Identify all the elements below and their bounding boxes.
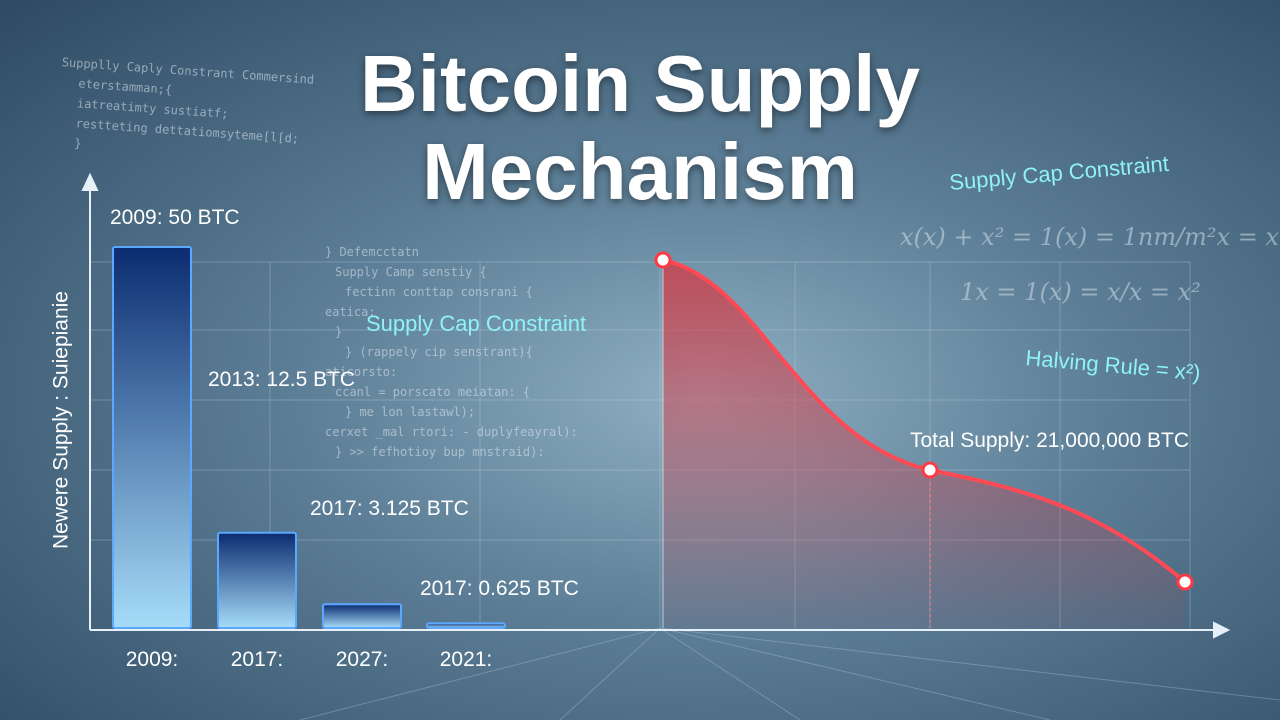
annotation: Total Supply: 21,000,000 BTC (910, 429, 1189, 452)
bar (112, 246, 192, 629)
formula: x(x) + x² = 1(x) = 1nm/m²x = x(x) (900, 223, 1280, 251)
bar (217, 531, 297, 629)
code-line: } (rappely cip senstrant){ (345, 345, 533, 359)
value-label: 2009: 50 BTC (110, 206, 240, 229)
chart-title: Bitcoin Supply Mechanism (360, 39, 920, 216)
x-tick-label: 2009: (126, 648, 179, 671)
value-label: 2017: 0.625 BTC (420, 577, 579, 600)
code-line: } Defemcctatn (325, 245, 419, 259)
code-line: Supply Camp senstiy { (335, 265, 487, 279)
formula: 1x = 1(x) = x/x = x² (960, 278, 1201, 306)
code-line: restteting dettatiomsyteme[l[d; (75, 116, 299, 146)
axes (81, 172, 1231, 639)
bar (322, 603, 402, 629)
supply-area (663, 260, 1185, 628)
code-line: eterstamman;{ (78, 76, 173, 97)
code-top: Suppplly Caply Constrant Commersindeters… (61, 55, 314, 151)
code-line: } me lon lastawl); (345, 405, 475, 419)
x-tick-label: 2027: (336, 648, 389, 671)
y-axis-label: Newere Supply : Suiepianie (50, 291, 73, 549)
supply-curve (662, 258, 1187, 584)
code-line: cerxet _mal rtori: - duplyfeayral): (325, 425, 578, 439)
code-line: } (335, 325, 342, 339)
code-line: fectinn conttap consrani { (345, 285, 533, 299)
x-tick-label: 2021: (440, 648, 493, 671)
annotation: Supply Cap Constraint (366, 311, 586, 336)
bar (426, 622, 506, 629)
x-tick-label: 2017: (231, 648, 284, 671)
value-label: 2017: 3.125 BTC (310, 497, 469, 520)
code-line: aticorsto: (325, 365, 397, 379)
code-line: eatica: (325, 305, 376, 319)
annotation: Supply Cap Constraint (948, 151, 1169, 195)
curve-points (654, 251, 1194, 591)
code-line: } (74, 136, 82, 150)
code-line: } >> fefhotioy bup mnstraid): (335, 445, 545, 459)
value-label: 2013: 12.5 BTC (208, 368, 355, 391)
code-line: ccanl = porscato meiatan: { (335, 385, 530, 399)
annotation: Halving Rule = x²) (1025, 345, 1202, 385)
